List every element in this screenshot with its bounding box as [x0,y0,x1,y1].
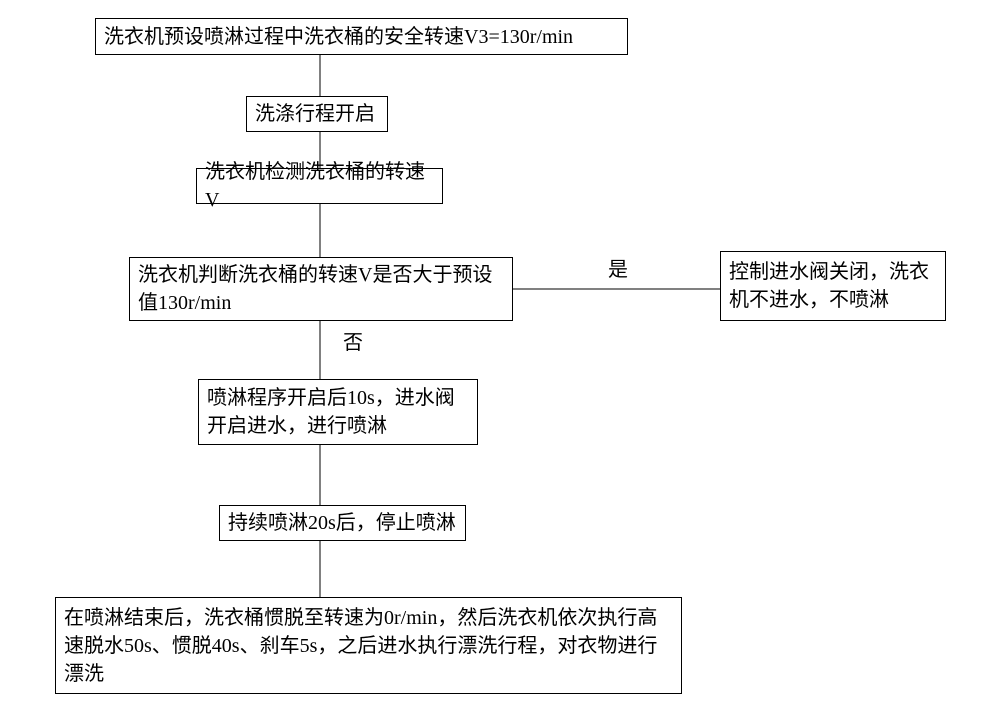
flowchart-canvas: 是否 洗衣机预设喷淋过程中洗衣桶的安全转速V3=130r/min 洗涤行程开启洗衣机… [0,0,1000,726]
node-n4: 洗衣机判断洗衣桶的转速V是否大于预设值130r/min [129,257,513,321]
edge-label-n4-n6: 否 [343,333,363,353]
node-n5: 控制进水阀关闭，洗衣机不进水，不喷淋 [720,251,946,321]
node-n1: 洗衣机预设喷淋过程中洗衣桶的安全转速V3=130r/min [95,18,628,55]
node-n3: 洗衣机检测洗衣桶的转速V [196,168,443,204]
node-n8: 在喷淋结束后，洗衣桶惯脱至转速为0r/min，然后洗衣机依次执行高速脱水50s、… [55,597,682,694]
node-n7: 持续喷淋20s后，停止喷淋 [219,505,466,541]
edge-label-n4-n5: 是 [608,260,628,280]
node-n2: 洗涤行程开启 [246,96,388,132]
node-n6: 喷淋程序开启后10s，进水阀开启进水，进行喷淋 [198,379,478,445]
